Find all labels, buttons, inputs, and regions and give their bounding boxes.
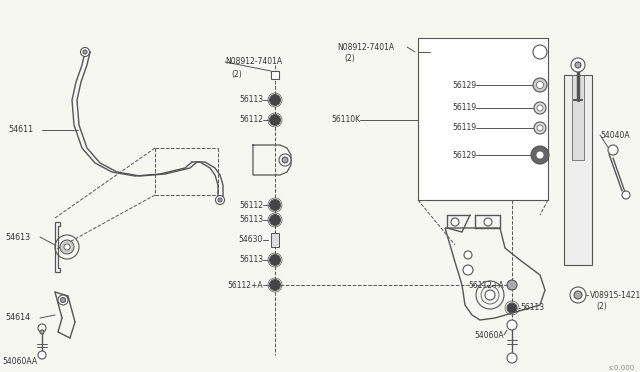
Circle shape — [507, 353, 517, 363]
Circle shape — [451, 218, 459, 226]
Circle shape — [622, 191, 630, 199]
Text: 56112+A: 56112+A — [227, 280, 263, 289]
Circle shape — [81, 48, 90, 57]
Circle shape — [534, 102, 546, 114]
Circle shape — [40, 330, 44, 334]
Circle shape — [571, 58, 585, 72]
Text: 56113: 56113 — [239, 256, 263, 264]
Circle shape — [575, 62, 581, 68]
Text: 56113: 56113 — [239, 96, 263, 105]
Circle shape — [533, 45, 547, 59]
Text: 56119: 56119 — [452, 124, 476, 132]
Circle shape — [60, 240, 74, 254]
Circle shape — [269, 215, 280, 225]
Circle shape — [218, 198, 222, 202]
Text: B: B — [273, 72, 277, 78]
Text: N08912-7401A: N08912-7401A — [225, 58, 282, 67]
Circle shape — [534, 122, 546, 134]
Circle shape — [536, 151, 544, 159]
Circle shape — [216, 196, 225, 205]
Text: s:0.000: s:0.000 — [609, 365, 635, 371]
Circle shape — [282, 157, 288, 163]
Text: 56112: 56112 — [239, 201, 263, 209]
Bar — [418, 38, 548, 200]
Text: 56113: 56113 — [520, 304, 544, 312]
Text: (2): (2) — [344, 55, 355, 64]
Circle shape — [463, 265, 473, 275]
Bar — [271, 71, 279, 79]
Circle shape — [269, 199, 280, 211]
Circle shape — [485, 290, 495, 300]
Text: 54060A: 54060A — [474, 330, 504, 340]
Text: 54040A: 54040A — [600, 131, 630, 140]
Circle shape — [570, 287, 586, 303]
Circle shape — [279, 154, 291, 166]
Text: 56129: 56129 — [452, 151, 476, 160]
Circle shape — [574, 291, 582, 299]
Circle shape — [536, 81, 543, 89]
Circle shape — [464, 251, 472, 259]
Circle shape — [269, 94, 280, 106]
Circle shape — [533, 78, 547, 92]
Text: 54614: 54614 — [5, 314, 30, 323]
Text: N08912-7401A: N08912-7401A — [337, 42, 394, 51]
Text: 54060AA: 54060AA — [2, 357, 37, 366]
Circle shape — [531, 146, 549, 164]
Text: 54613: 54613 — [5, 232, 30, 241]
Circle shape — [537, 125, 543, 131]
Text: 54630: 54630 — [239, 235, 263, 244]
Bar — [564, 75, 592, 265]
Text: 56112: 56112 — [239, 115, 263, 125]
Bar — [572, 75, 584, 160]
Circle shape — [507, 320, 517, 330]
Circle shape — [38, 351, 46, 359]
Circle shape — [484, 218, 492, 226]
Circle shape — [537, 105, 543, 111]
Circle shape — [269, 115, 280, 125]
Text: (2): (2) — [231, 70, 242, 78]
Circle shape — [507, 303, 517, 313]
Bar — [271, 233, 279, 247]
Circle shape — [58, 295, 68, 305]
Circle shape — [507, 280, 517, 290]
Circle shape — [269, 279, 280, 291]
Circle shape — [61, 298, 65, 302]
Circle shape — [83, 50, 87, 54]
Text: (2): (2) — [596, 302, 607, 311]
Text: 56113: 56113 — [239, 215, 263, 224]
Text: 56110K: 56110K — [331, 115, 360, 125]
Circle shape — [38, 324, 46, 332]
Text: 56112+A: 56112+A — [468, 280, 504, 289]
Circle shape — [269, 254, 280, 266]
Text: 56129: 56129 — [452, 80, 476, 90]
Text: 54611: 54611 — [8, 125, 33, 135]
Text: 56119: 56119 — [452, 103, 476, 112]
Text: V08915-1421A: V08915-1421A — [590, 291, 640, 299]
Circle shape — [608, 145, 618, 155]
Circle shape — [64, 244, 70, 250]
